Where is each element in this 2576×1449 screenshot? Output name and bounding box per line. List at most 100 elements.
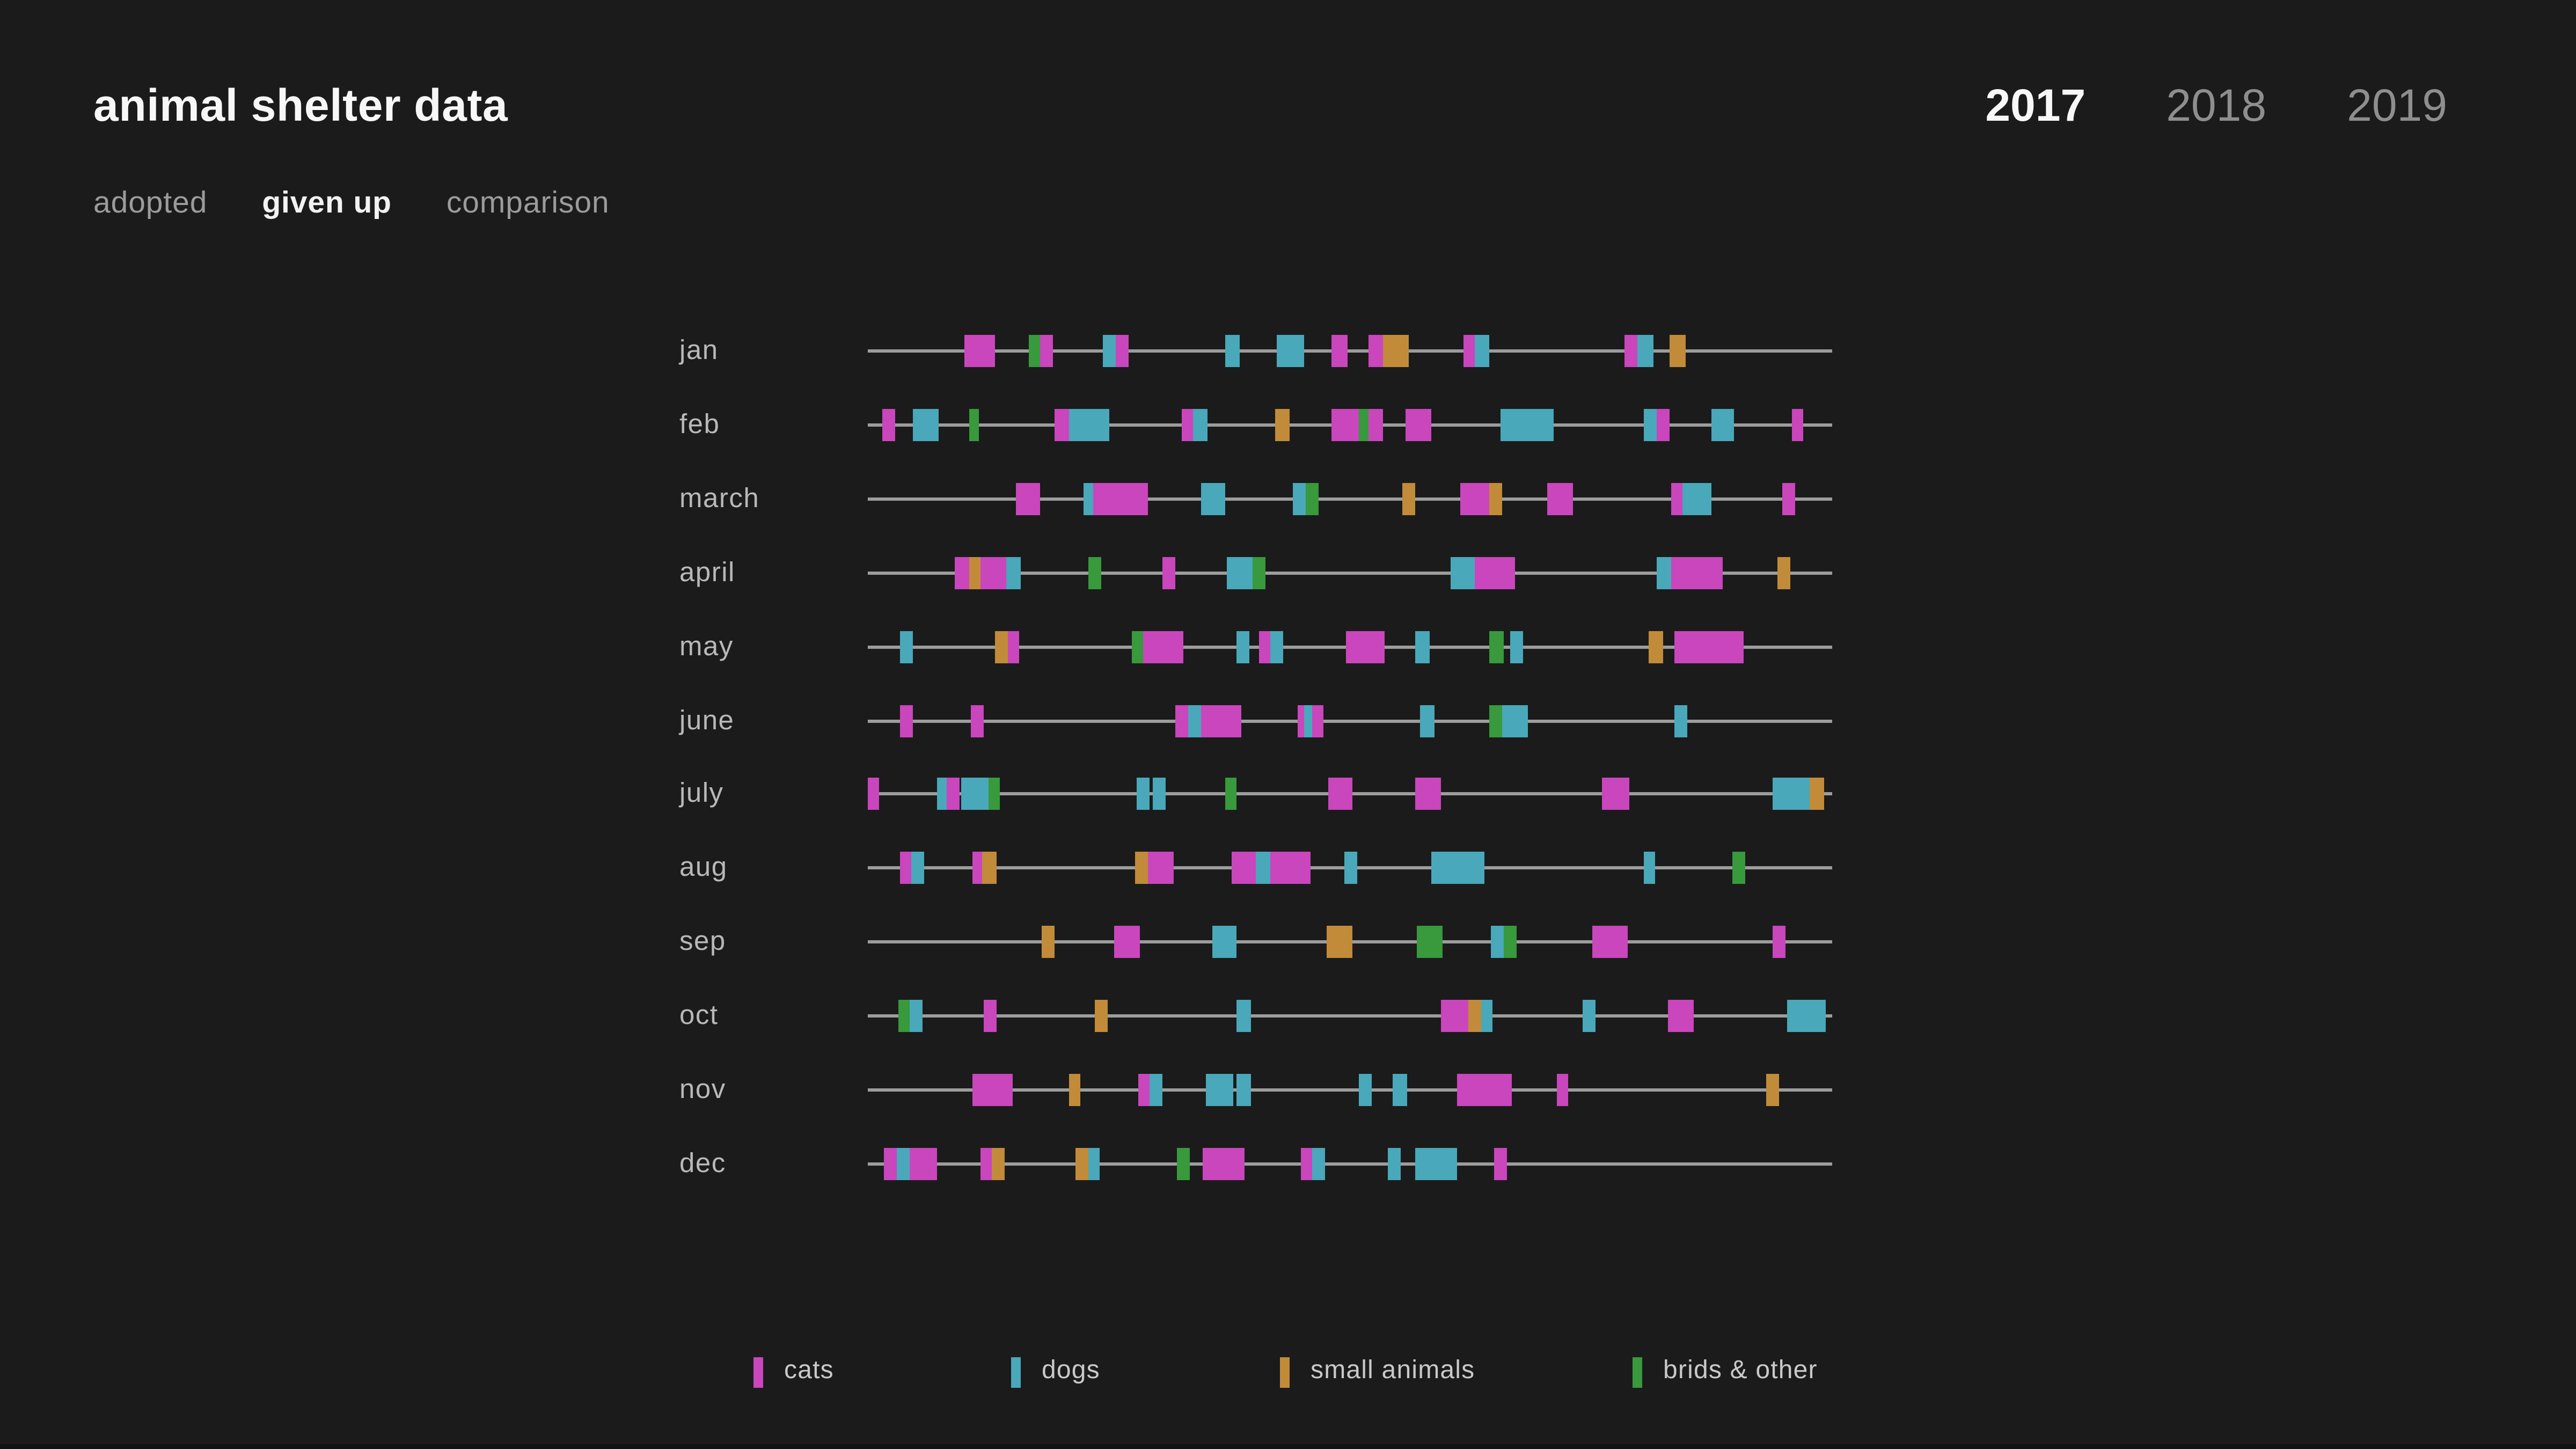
event-block-dogs <box>1200 483 1225 515</box>
month-label-may: may <box>679 631 734 662</box>
event-block-birds <box>1359 409 1370 441</box>
year-tab-2019[interactable]: 2019 <box>2347 80 2447 130</box>
event-block-cats <box>1441 1000 1468 1032</box>
event-block-cats <box>1791 409 1804 441</box>
year-tabs: 2017 2018 2019 <box>1985 80 2447 132</box>
event-block-small <box>1042 926 1055 958</box>
event-block-small <box>1649 631 1664 663</box>
event-block-dogs <box>1192 409 1208 441</box>
event-block-dogs <box>1153 778 1166 810</box>
event-block-dogs <box>913 409 939 441</box>
event-block-birds <box>1489 631 1504 663</box>
event-block-cats <box>1328 778 1353 810</box>
event-block-cats <box>1016 483 1040 515</box>
event-block-birds <box>1305 483 1319 515</box>
event-block-small <box>982 852 997 884</box>
event-block-cats <box>1258 631 1270 663</box>
timeline-axis-nov <box>868 1088 1832 1092</box>
timeline-axis-dec <box>868 1162 1832 1166</box>
event-block-dogs <box>1358 1074 1372 1106</box>
year-tab-2017[interactable]: 2017 <box>1985 80 2086 130</box>
event-block-birds <box>1224 778 1238 810</box>
page-title: animal shelter data <box>93 80 508 130</box>
event-block-dogs <box>1237 1000 1251 1032</box>
event-block-small <box>995 631 1008 663</box>
event-block-dogs <box>1305 705 1312 737</box>
event-block-cats <box>1181 409 1193 441</box>
event-block-cats <box>1200 705 1242 737</box>
event-block-dogs <box>1420 705 1434 737</box>
event-block-small <box>991 1148 1005 1180</box>
event-block-small <box>969 557 981 589</box>
view-tab-given-up[interactable]: given up <box>262 187 392 221</box>
event-block-cats <box>1330 409 1360 441</box>
month-label-july: july <box>679 778 724 808</box>
event-block-small <box>1402 483 1415 515</box>
month-label-feb: feb <box>679 409 720 440</box>
event-block-cats <box>1093 483 1148 515</box>
event-block-dogs <box>1656 557 1671 589</box>
event-block-dogs <box>1270 631 1283 663</box>
event-block-cats <box>972 1074 1013 1106</box>
event-block-cats <box>1624 335 1637 367</box>
event-block-cats <box>1495 1148 1507 1180</box>
month-label-jan: jan <box>679 335 719 365</box>
event-block-dogs <box>1415 631 1429 663</box>
event-block-cats <box>1462 335 1476 367</box>
event-block-dogs <box>1312 1148 1325 1180</box>
event-block-dogs <box>1188 705 1201 737</box>
event-block-cats <box>972 852 983 884</box>
event-block-cats <box>1300 1148 1313 1180</box>
timeline-axis-jan <box>868 349 1832 353</box>
view-tab-adopted[interactable]: adopted <box>93 187 208 221</box>
year-tab-2018[interactable]: 2018 <box>2166 80 2267 130</box>
event-block-dogs <box>1637 335 1653 367</box>
event-block-birds <box>898 1000 911 1032</box>
event-block-dogs <box>1149 1074 1162 1106</box>
event-block-dogs <box>1502 705 1528 737</box>
event-block-cats <box>1147 852 1174 884</box>
month-label-sep: sep <box>679 926 726 956</box>
timeline-axis-april <box>868 572 1832 575</box>
legend-marker-small-icon <box>1280 1356 1290 1387</box>
event-block-dogs <box>1510 631 1523 663</box>
event-block-small <box>1765 1074 1780 1106</box>
legend-item-small: small animals <box>1280 1356 1475 1388</box>
event-block-dogs <box>1787 1000 1826 1032</box>
legend-label-birds: brids & other <box>1663 1357 1818 1385</box>
event-block-dogs <box>1237 1074 1251 1106</box>
event-block-birds <box>969 409 980 441</box>
legend-marker-cats-icon <box>753 1356 763 1387</box>
event-block-cats <box>1461 483 1489 515</box>
event-block-dogs <box>1710 409 1735 441</box>
event-block-small <box>1489 483 1503 515</box>
month-label-april: april <box>679 557 735 588</box>
legend-label-cats: cats <box>784 1357 834 1385</box>
event-block-cats <box>1474 557 1515 589</box>
event-block-cats <box>1138 1074 1150 1106</box>
event-block-birds <box>1489 705 1503 737</box>
event-block-dogs <box>1583 1000 1595 1032</box>
event-block-cats <box>1162 557 1176 589</box>
event-block-small <box>1075 1148 1088 1180</box>
view-tab-comparison[interactable]: comparison <box>446 187 610 221</box>
event-block-dogs <box>1205 1074 1233 1106</box>
event-block-dogs <box>1006 557 1021 589</box>
event-block-cats <box>1783 483 1796 515</box>
event-block-dogs <box>1087 1148 1101 1180</box>
event-block-dogs <box>1102 335 1116 367</box>
event-block-dogs <box>1068 409 1109 441</box>
event-block-cats <box>1175 705 1188 737</box>
event-block-dogs <box>1082 483 1094 515</box>
event-block-cats <box>901 852 911 884</box>
event-block-small <box>1135 852 1148 884</box>
event-block-cats <box>1457 1074 1511 1106</box>
event-block-dogs <box>936 778 947 810</box>
event-block-birds <box>1417 926 1443 958</box>
event-block-small <box>1068 1074 1081 1106</box>
event-block-cats <box>1297 705 1305 737</box>
legend-marker-dogs-icon <box>1011 1356 1021 1387</box>
event-block-cats <box>1415 778 1442 810</box>
event-block-dogs <box>1293 483 1306 515</box>
event-block-dogs <box>1432 852 1484 884</box>
